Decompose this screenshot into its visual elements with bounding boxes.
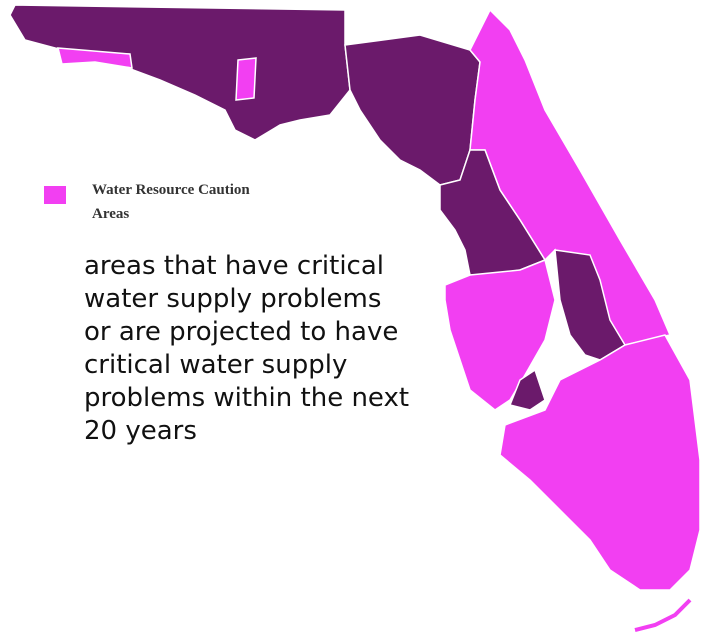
legend-label: Water Resource Caution Areas [92, 182, 250, 222]
northwest-region [9, 4, 351, 141]
northwest-caution-strip [57, 47, 133, 69]
suwannee-region [344, 34, 481, 186]
northwest-caution-island [235, 57, 257, 101]
south-central-region [508, 368, 546, 411]
keys [634, 598, 692, 632]
description: areas that have critical water supply pr… [84, 251, 410, 446]
legend-swatch [44, 186, 66, 204]
south-region [499, 334, 701, 591]
